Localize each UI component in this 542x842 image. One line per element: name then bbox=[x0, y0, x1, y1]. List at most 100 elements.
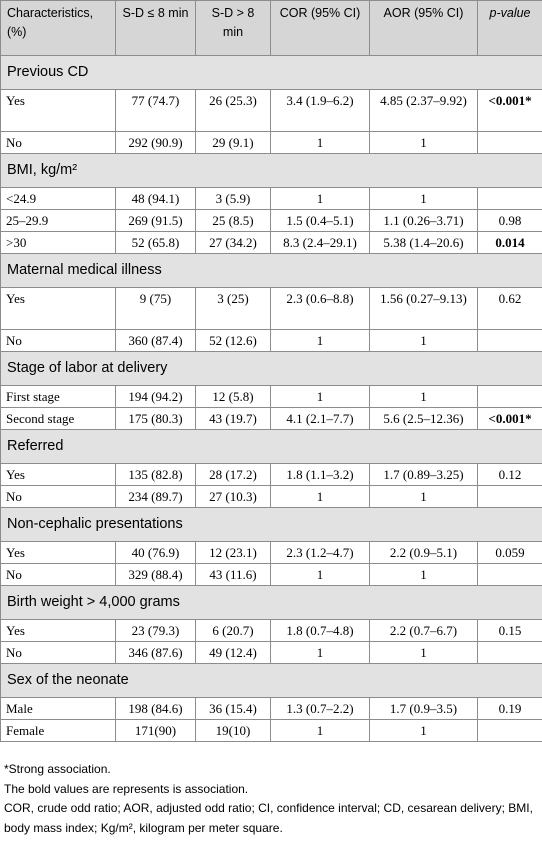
cell-aor: 4.85 (2.37–9.92) bbox=[369, 89, 478, 132]
row-label: Yes bbox=[0, 89, 116, 132]
cell-p-value: 0.62 bbox=[477, 287, 542, 330]
section-row: Birth weight > 4,000 grams bbox=[0, 585, 542, 620]
cell-p-value bbox=[477, 719, 542, 742]
cell-sd-gt-8: 6 (20.7) bbox=[195, 619, 271, 642]
cell-sd-le-8: 346 (87.6) bbox=[115, 641, 196, 664]
cell-sd-le-8: 9 (75) bbox=[115, 287, 196, 330]
header-sd-gt-8: S-D > 8 min bbox=[195, 0, 271, 56]
cell-cor: 1 bbox=[270, 641, 370, 664]
cell-sd-gt-8: 3 (25) bbox=[195, 287, 271, 330]
row-label: >30 bbox=[0, 231, 116, 254]
cell-p-value: 0.19 bbox=[477, 697, 542, 720]
section-row: Sex of the neonate bbox=[0, 663, 542, 698]
section-title: Maternal medical illness bbox=[0, 253, 542, 288]
footnote-abbreviations: COR, crude odd ratio; AOR, adjusted odd … bbox=[4, 801, 533, 835]
table-footnotes: *Strong association. The bold values are… bbox=[0, 760, 540, 838]
cell-cor: 2.3 (1.2–4.7) bbox=[270, 541, 370, 564]
row-label: Yes bbox=[0, 541, 116, 564]
cell-aor: 1 bbox=[369, 329, 478, 352]
cell-sd-le-8: 234 (89.7) bbox=[115, 485, 196, 508]
section-row: Previous CD bbox=[0, 55, 542, 90]
section-title: Stage of labor at delivery bbox=[0, 351, 542, 386]
table-row: No 360 (87.4) 52 (12.6) 1 1 bbox=[0, 329, 542, 352]
row-label: No bbox=[0, 485, 116, 508]
cell-aor: 1 bbox=[369, 563, 478, 586]
footnote-bold: The bold values are represents is associ… bbox=[4, 781, 249, 796]
cell-aor: 5.38 (1.4–20.6) bbox=[369, 231, 478, 254]
section-row: Non-cephalic presentations bbox=[0, 507, 542, 542]
row-label: Male bbox=[0, 697, 116, 720]
association-table: Characteristics, (%) S-D ≤ 8 min S-D > 8… bbox=[0, 0, 542, 742]
cell-p-value: 0.12 bbox=[477, 463, 542, 486]
row-label: Yes bbox=[0, 463, 116, 486]
cell-sd-gt-8: 28 (17.2) bbox=[195, 463, 271, 486]
cell-aor: 1 bbox=[369, 719, 478, 742]
table-row: First stage 194 (94.2) 12 (5.8) 1 1 bbox=[0, 385, 542, 408]
table-row: <24.9 48 (94.1) 3 (5.9) 1 1 bbox=[0, 187, 542, 210]
cell-aor: 2.2 (0.9–5.1) bbox=[369, 541, 478, 564]
table-row: Yes 135 (82.8) 28 (17.2) 1.8 (1.1–3.2) 1.7 (… bbox=[0, 463, 542, 486]
cell-aor: 1.7 (0.89–3.25) bbox=[369, 463, 478, 486]
cell-sd-gt-8: 19(10) bbox=[195, 719, 271, 742]
table-row: 25–29.9 269 (91.5) 25 (8.5) 1.5 (0.4–5.1) 1.… bbox=[0, 209, 542, 232]
section-title: Sex of the neonate bbox=[0, 663, 542, 698]
cell-sd-le-8: 40 (76.9) bbox=[115, 541, 196, 564]
cell-aor: 1.7 (0.9–3.5) bbox=[369, 697, 478, 720]
table-row: Male 198 (84.6) 36 (15.4) 1.3 (0.7–2.2) 1.7 … bbox=[0, 697, 542, 720]
row-label: No bbox=[0, 641, 116, 664]
cell-aor: 1 bbox=[369, 385, 478, 408]
row-label: First stage bbox=[0, 385, 116, 408]
table-row: Female 171(90) 19(10) 1 1 bbox=[0, 719, 542, 742]
table-row: Yes 40 (76.9) 12 (23.1) 2.3 (1.2–4.7) 2.2 (0… bbox=[0, 541, 542, 564]
section-row: Maternal medical illness bbox=[0, 253, 542, 288]
section-title: BMI, kg/m² bbox=[0, 153, 542, 188]
cell-sd-le-8: 175 (80.3) bbox=[115, 407, 196, 430]
cell-cor: 1 bbox=[270, 485, 370, 508]
cell-p-value bbox=[477, 563, 542, 586]
cell-aor: 1 bbox=[369, 131, 478, 154]
header-row: Characteristics, (%) S-D ≤ 8 min S-D > 8… bbox=[0, 0, 542, 56]
table-body: Previous CD Yes 77 (74.7) 26 (25.3) 3.4 (1.9… bbox=[0, 55, 542, 742]
header-characteristics: Characteristics, (%) bbox=[0, 0, 116, 56]
row-label: Second stage bbox=[0, 407, 116, 430]
section-row: Stage of labor at delivery bbox=[0, 351, 542, 386]
cell-cor: 3.4 (1.9–6.2) bbox=[270, 89, 370, 132]
row-label: No bbox=[0, 329, 116, 352]
cell-sd-le-8: 329 (88.4) bbox=[115, 563, 196, 586]
section-title: Birth weight > 4,000 grams bbox=[0, 585, 542, 620]
cell-sd-gt-8: 49 (12.4) bbox=[195, 641, 271, 664]
section-row: BMI, kg/m² bbox=[0, 153, 542, 188]
header-sd-le-8: S-D ≤ 8 min bbox=[115, 0, 196, 56]
cell-aor: 5.6 (2.5–12.36) bbox=[369, 407, 478, 430]
cell-sd-gt-8: 29 (9.1) bbox=[195, 131, 271, 154]
cell-p-value: 0.014 bbox=[477, 231, 542, 254]
table-row: No 234 (89.7) 27 (10.3) 1 1 bbox=[0, 485, 542, 508]
table-row: Yes 77 (74.7) 26 (25.3) 3.4 (1.9–6.2) 4.85 (… bbox=[0, 89, 542, 132]
row-label: <24.9 bbox=[0, 187, 116, 210]
cell-sd-gt-8: 52 (12.6) bbox=[195, 329, 271, 352]
cell-sd-gt-8: 27 (10.3) bbox=[195, 485, 271, 508]
row-label: Yes bbox=[0, 619, 116, 642]
table-row: No 346 (87.6) 49 (12.4) 1 1 bbox=[0, 641, 542, 664]
cell-p-value bbox=[477, 329, 542, 352]
header-cor: COR (95% CI) bbox=[270, 0, 370, 56]
cell-sd-gt-8: 26 (25.3) bbox=[195, 89, 271, 132]
table-row: Second stage 175 (80.3) 43 (19.7) 4.1 (2.1–… bbox=[0, 407, 542, 430]
cell-sd-gt-8: 43 (11.6) bbox=[195, 563, 271, 586]
row-label: Yes bbox=[0, 287, 116, 330]
cell-cor: 1.8 (1.1–3.2) bbox=[270, 463, 370, 486]
cell-sd-gt-8: 12 (5.8) bbox=[195, 385, 271, 408]
section-title: Non-cephalic presentations bbox=[0, 507, 542, 542]
section-row: Referred bbox=[0, 429, 542, 464]
cell-aor: 1 bbox=[369, 187, 478, 210]
row-label: Female bbox=[0, 719, 116, 742]
cell-cor: 4.1 (2.1–7.7) bbox=[270, 407, 370, 430]
cell-sd-gt-8: 43 (19.7) bbox=[195, 407, 271, 430]
table-row: Yes 23 (79.3) 6 (20.7) 1.8 (0.7–4.8) 2.2 (0.… bbox=[0, 619, 542, 642]
cell-aor: 1.1 (0.26–3.71) bbox=[369, 209, 478, 232]
cell-cor: 1 bbox=[270, 187, 370, 210]
table-row: No 329 (88.4) 43 (11.6) 1 1 bbox=[0, 563, 542, 586]
cell-sd-le-8: 77 (74.7) bbox=[115, 89, 196, 132]
section-title: Referred bbox=[0, 429, 542, 464]
cell-cor: 1.3 (0.7–2.2) bbox=[270, 697, 370, 720]
